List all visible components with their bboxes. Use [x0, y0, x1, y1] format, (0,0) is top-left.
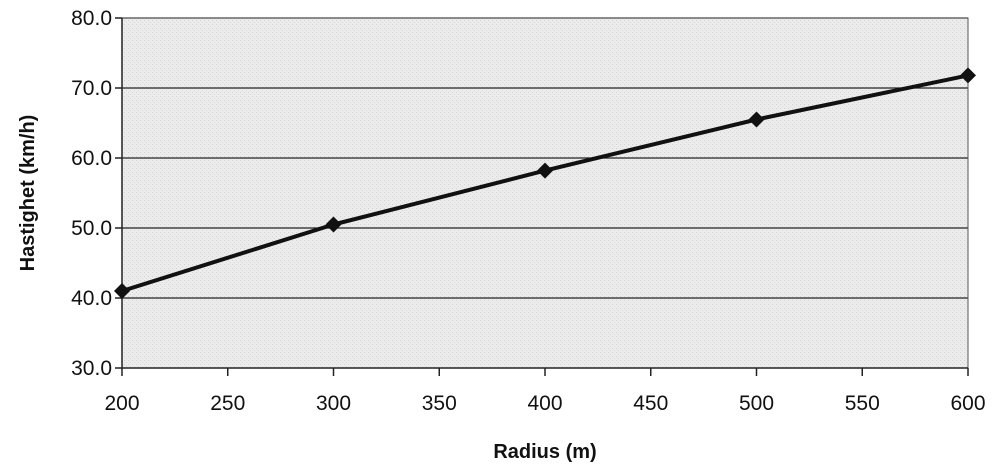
- y-axis-ticks: 30.0 40.0 50.0 60.0 70.0 80.0: [71, 7, 122, 380]
- data-point-marker: [537, 162, 553, 179]
- x-tick-label: 500: [739, 392, 774, 415]
- x-tick-label: 350: [422, 392, 457, 415]
- y-tick-label: 50.0: [71, 217, 112, 240]
- data-point-marker: [748, 111, 765, 128]
- x-axis-ticks: 200 250 300 350 400 450 500 550 600: [104, 368, 986, 415]
- series-layer: [114, 67, 976, 299]
- y-tick-label: 30.0: [71, 357, 112, 380]
- x-tick-label: 300: [316, 392, 351, 415]
- x-tick-label: 450: [633, 392, 668, 415]
- x-axis-title: Radius (m): [493, 441, 596, 463]
- x-tick-label: 400: [527, 392, 562, 415]
- data-point-marker: [960, 67, 976, 84]
- data-point-marker: [114, 283, 130, 299]
- x-tick-label: 550: [845, 392, 880, 415]
- y-tick-label: 80.0: [71, 7, 112, 30]
- data-point-marker: [325, 216, 342, 233]
- y-tick-label: 60.0: [71, 147, 112, 170]
- x-tick-label: 250: [210, 392, 245, 415]
- x-tick-label: 600: [950, 392, 985, 415]
- plot-area: [122, 18, 968, 368]
- x-tick-label: 200: [104, 392, 139, 415]
- y-tick-label: 40.0: [71, 287, 112, 310]
- y-axis-title: Hastighet (km/h): [17, 115, 39, 272]
- y-tick-label: 70.0: [71, 77, 112, 100]
